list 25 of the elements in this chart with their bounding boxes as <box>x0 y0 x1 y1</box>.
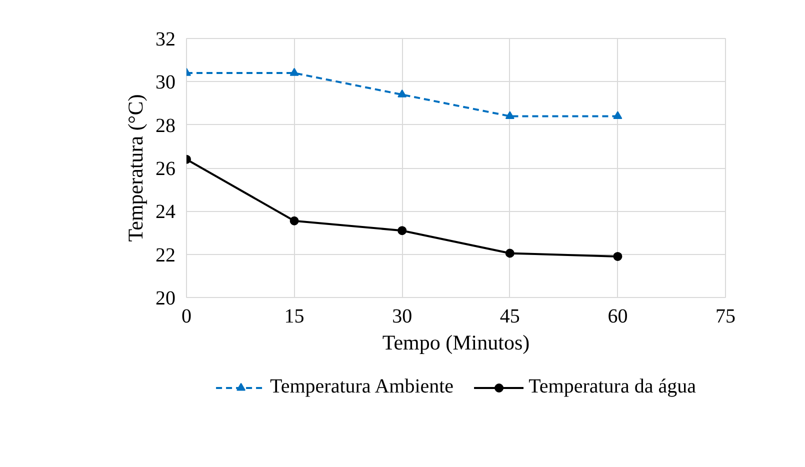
point <box>290 216 299 226</box>
y-tick-label: 30 <box>156 72 176 94</box>
point <box>613 252 622 261</box>
y-tick-label: 26 <box>156 158 176 180</box>
point <box>398 90 407 98</box>
x-tick-label: 45 <box>500 306 520 328</box>
point <box>505 111 514 120</box>
legend-label: Temperatura Ambiente <box>270 376 454 398</box>
x-tick-label: 15 <box>284 306 304 328</box>
legend-label: Temperatura da água <box>528 376 696 398</box>
y-tick-label: 24 <box>156 201 176 224</box>
point <box>505 248 514 258</box>
x-tick-label: 60 <box>608 306 628 328</box>
point <box>290 68 299 76</box>
y-tick-label: 32 <box>156 28 176 50</box>
y-tick-label: 20 <box>156 288 176 310</box>
y-tick-label: 22 <box>156 244 176 266</box>
y-tick-label: 28 <box>156 114 176 137</box>
point <box>613 111 622 120</box>
point <box>398 226 407 236</box>
x-tick-label: 30 <box>392 306 412 328</box>
x-tick-label: 0 <box>182 306 192 328</box>
y-axis-title: Temperatura (°C) <box>124 94 148 242</box>
x-tick-label: 75 <box>716 306 736 328</box>
x-axis-title: Tempo (Minutos) <box>382 330 530 354</box>
